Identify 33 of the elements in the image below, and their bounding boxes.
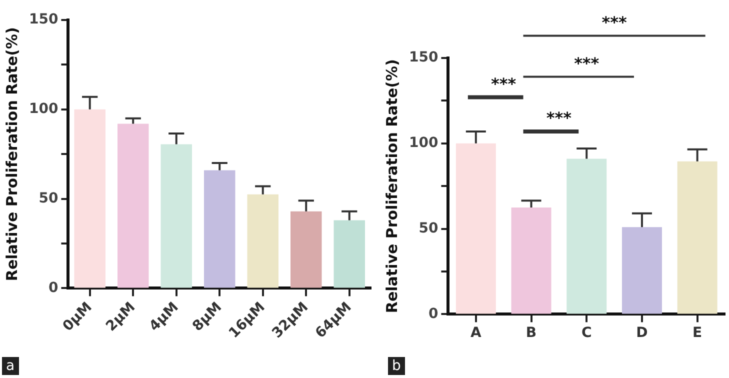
y-axis-title: Relative Proliferation Rate(%) [2, 27, 21, 282]
y-tick-label: 100 [28, 101, 58, 118]
text: a [2, 357, 19, 375]
y-tick-label: 0 [428, 306, 438, 322]
bar [622, 227, 662, 314]
y-tick-label: 50 [418, 220, 438, 236]
y-tick-label: 100 [408, 135, 438, 152]
text: *** [602, 12, 628, 32]
annotation: *** [491, 74, 517, 94]
y-tick-label: 150 [408, 50, 438, 66]
bar [117, 124, 149, 288]
bar [290, 211, 322, 288]
x-tick-label: E [692, 325, 702, 342]
bar [204, 170, 236, 288]
y-tick-label: 150 [28, 12, 58, 28]
bar [456, 143, 496, 314]
bar [74, 109, 106, 288]
bar [511, 207, 552, 314]
y-axis-title: Relative Proliferation Rate(%) [382, 59, 401, 314]
y-tick-label: 50 [38, 190, 58, 206]
bar [247, 194, 278, 288]
annotation: *** [546, 108, 572, 128]
bar [566, 158, 607, 314]
x-tick-label: D [636, 325, 648, 342]
x-tick-label: B [526, 325, 537, 342]
bar [677, 161, 718, 314]
bar [160, 144, 192, 288]
text: b [388, 357, 405, 375]
bar [334, 220, 365, 288]
annotation: *** [574, 54, 600, 73]
x-tick-label: C [581, 325, 592, 342]
x-tick-label: A [470, 325, 482, 342]
y-tick-label: 0 [48, 280, 58, 296]
